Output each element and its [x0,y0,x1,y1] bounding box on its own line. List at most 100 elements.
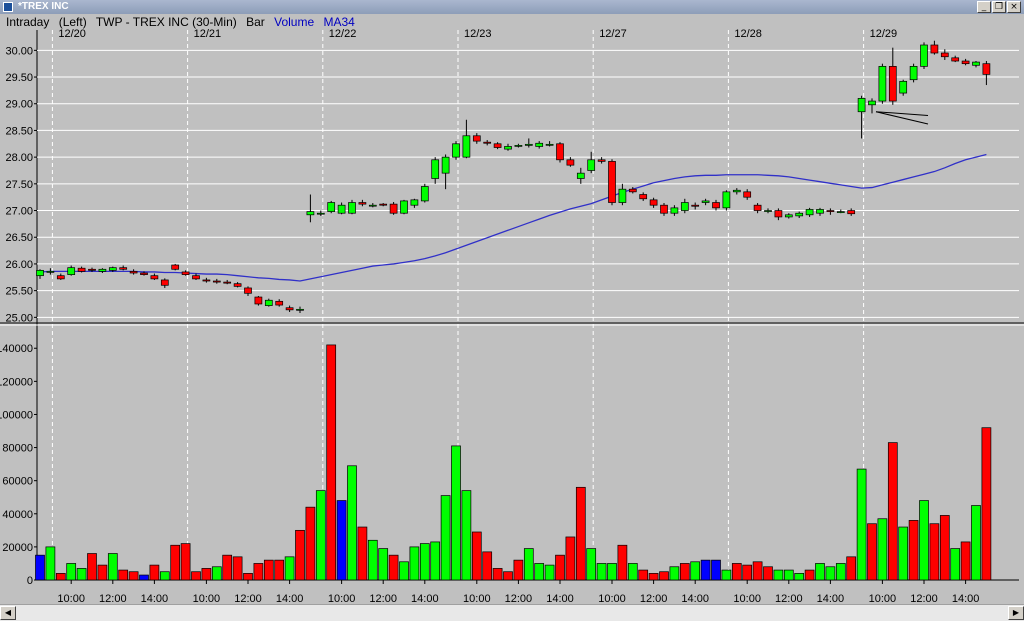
candle [764,210,772,212]
price-tick-label: 27.00 [5,206,33,218]
candle [909,66,918,81]
candle [368,204,377,207]
candle [566,159,575,166]
time-tick-label: 14:00 [817,593,845,604]
candle [264,299,273,306]
candle [452,143,460,158]
volume-bar [690,561,701,581]
volume-bar [87,553,97,581]
volume-bar [617,544,628,581]
volume-bar [773,569,784,581]
candle [400,200,408,214]
time-tick-label: 12:00 [505,593,533,604]
price-tick-label: 26.50 [5,232,33,244]
app-icon [3,2,13,12]
candle [223,281,232,284]
candle [108,267,117,271]
candle [472,135,481,142]
candle [587,159,596,171]
candle [784,214,793,218]
date-label: 12/28 [734,28,762,40]
volume-bar [274,559,285,581]
volume-bar [887,442,898,581]
candle [899,80,908,94]
interval-label: Intraday [6,15,50,29]
candle [743,191,752,198]
volume-bar [66,563,77,581]
candle [410,199,419,206]
candle [358,202,367,205]
volume-bar [128,571,139,581]
price-tick-label: 25.50 [5,286,33,298]
candle [535,142,544,147]
candle [420,186,429,202]
candle [868,100,876,106]
candle [462,135,471,158]
scroll-left-arrow-icon[interactable]: ◀ [0,606,16,620]
volume-bar [378,548,389,581]
volume-tick-label: 120000 [0,376,33,388]
volume-bar [721,569,732,581]
price-tick-label: 25.00 [5,312,33,324]
candle [618,188,627,203]
volume-bar [534,563,545,581]
candle [878,66,887,102]
volume-bar [263,559,274,581]
volume-bar [399,561,409,581]
candle [732,189,741,193]
volume-tick-label: 40000 [2,509,33,521]
close-button[interactable]: × [1007,1,1021,13]
volume-bar [409,546,420,581]
time-tick-label: 14:00 [276,593,304,604]
volume-bar [555,554,565,581]
volume-bar [367,539,378,581]
volume-bar [284,556,295,581]
time-tick-label: 14:00 [141,593,169,604]
volume-bar [492,568,503,581]
candle [327,202,336,212]
time-tick-label: 10:00 [193,593,221,604]
candle [285,307,294,311]
volume-bar [347,465,357,581]
minimize-button[interactable]: _ [977,1,991,13]
restore-button[interactable]: ❐ [992,1,1006,13]
volume-bar [711,559,721,581]
volume-bar [971,505,981,581]
candle [680,202,689,211]
candle [628,188,637,193]
horizontal-scrollbar[interactable]: ◀ ▶ [0,604,1024,621]
chart-canvas[interactable]: 25.00 25.50 26.00 26.50 27.00 27.50 28.00 28.50… [0,0,1024,604]
volume-bar [856,468,867,581]
volume-bar [201,568,212,581]
volume-bar [939,515,950,581]
volume-bar [503,571,513,581]
axis-side-label: (Left) [58,15,87,29]
volume-tick-label: 0 [27,575,33,587]
candle [77,267,86,272]
ma-legend: MA34 [323,15,355,29]
volume-bar [419,543,430,581]
volume-bar [295,529,305,581]
volume-bar [45,546,56,581]
volume-bar [211,566,222,581]
candle [545,143,554,146]
volume-bar [523,548,534,581]
volume-bar [763,566,773,581]
candle [847,210,856,215]
candle [348,202,356,214]
scroll-right-arrow-icon[interactable]: ▶ [1008,606,1024,620]
time-tick-label: 10:00 [869,593,897,604]
volume-bar [565,536,576,581]
price-tick-label: 28.00 [5,152,33,164]
candle [483,141,492,144]
candle [316,212,325,215]
volume-bar [513,559,524,581]
price-tick-label: 26.00 [5,259,33,271]
candle [608,161,616,203]
volume-bar [118,569,129,581]
candle [98,268,107,272]
candle [660,204,668,214]
annotation-line [875,111,929,125]
volume-bar [388,554,399,581]
candle [504,146,512,150]
